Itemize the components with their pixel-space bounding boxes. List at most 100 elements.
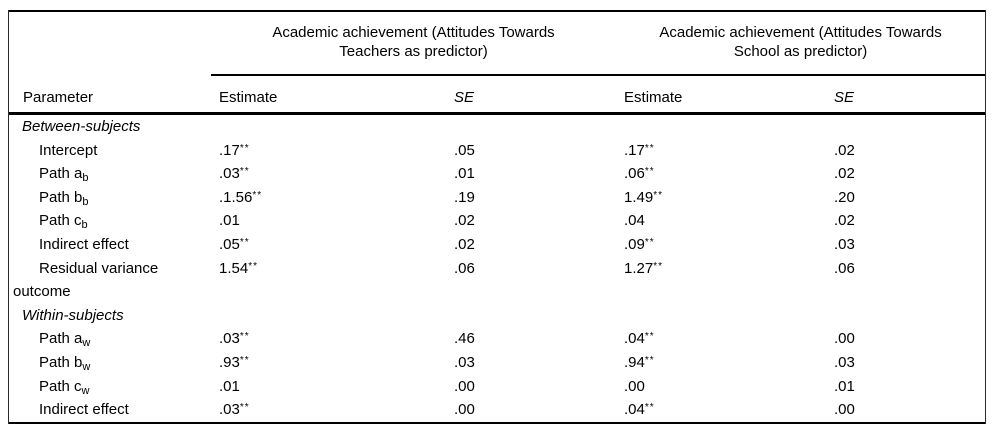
parameter-cell: Path aw [39, 330, 91, 350]
empty-cell [446, 114, 616, 139]
parameter-subscript: b [81, 219, 88, 232]
empty-cell [446, 280, 616, 304]
table-row-path-c-between: Path cb .01 .02 .04 .02 [9, 209, 985, 233]
se-cell-teachers: .02 [454, 212, 475, 230]
se-column-header-school: SE [826, 75, 986, 115]
group-title-line1: Academic achievement (Attitudes Towards [272, 24, 555, 41]
estimate-cell-teachers: .01 [219, 212, 240, 230]
estimate-cell-school: 1.27** [624, 259, 664, 277]
significance-marker: ** [239, 166, 250, 178]
se-cell-teachers: .19 [454, 188, 475, 206]
estimate-column-header-school: Estimate [616, 75, 827, 115]
parameter-subscript: w [82, 337, 91, 350]
se-cell-teachers: .00 [454, 377, 475, 395]
estimate-cell-teachers: .03** [219, 401, 250, 419]
empty-cell [826, 304, 985, 328]
estimate-cell-school: .17** [624, 141, 655, 159]
table-row-intercept: Intercept .17** .05 .17** .02 [9, 139, 985, 163]
empty-cell [616, 114, 826, 139]
se-column-header-teachers: SE [446, 75, 617, 115]
table-row-path-b-between: Path bb .1.56** .19 1.49** .20 [9, 186, 985, 210]
parameter-cell: Path bw [39, 353, 91, 373]
group-header-teachers: Academic achievement (Attitudes Towards … [211, 11, 617, 76]
table-row-indirect-effect-between: Indirect effect .05** .02 .09** .03 [9, 233, 985, 257]
estimate-cell-school: .94** [624, 353, 655, 371]
table-row-outcome-continuation: outcome [9, 280, 985, 304]
estimate-cell-school: .04 [624, 212, 645, 230]
parameter-subscript: b [82, 172, 89, 185]
parameter-wrap-label: outcome [13, 283, 71, 301]
significance-marker: ** [239, 354, 250, 366]
empty-cell [826, 280, 985, 304]
estimate-cell-school: .06** [624, 165, 655, 183]
significance-marker: ** [653, 189, 664, 201]
estimate-cell-teachers: .1.56** [219, 188, 263, 206]
empty-cell [211, 304, 446, 328]
empty-cell [446, 304, 616, 328]
significance-marker: ** [239, 236, 250, 248]
estimate-cell-school: .04** [624, 330, 655, 348]
significance-marker: ** [644, 236, 655, 248]
significance-marker: ** [239, 142, 250, 154]
parameter-cell: Path cw [39, 377, 90, 397]
estimate-cell-teachers: 1.54** [219, 259, 258, 277]
significance-marker: ** [239, 331, 250, 343]
se-cell-school: .01 [834, 377, 855, 395]
significance-marker: ** [653, 260, 664, 272]
significance-marker: ** [644, 354, 655, 366]
column-header-row: Parameter Estimate SE Estimate SE [9, 75, 986, 115]
se-cell-teachers: .00 [454, 401, 475, 419]
empty-cell [616, 280, 826, 304]
empty-cell [211, 280, 446, 304]
spanner-header-row: Academic achievement (Attitudes Towards … [9, 11, 986, 76]
se-cell-teachers: .46 [454, 330, 475, 348]
parameter-cell: Indirect effect [39, 235, 129, 253]
empty-cell [826, 114, 985, 139]
table-row-residual-variance: Residual variance 1.54** .06 1.27** .06 [9, 257, 985, 281]
estimate-cell-teachers: .05** [219, 235, 250, 253]
group-title-line2: Teachers as predictor) [339, 43, 488, 60]
significance-marker: ** [644, 142, 655, 154]
estimate-cell-teachers: .03** [219, 330, 250, 348]
parameter-cell: Residual variance [39, 259, 159, 277]
parameter-cell: Indirect effect [39, 401, 129, 419]
se-cell-school: .02 [834, 141, 855, 159]
estimate-cell-teachers: .01 [219, 377, 240, 395]
significance-marker: ** [644, 402, 655, 414]
se-cell-school: .03 [834, 353, 855, 371]
parameter-cell: Intercept [39, 141, 98, 159]
parameter-estimates-table: Academic achievement (Attitudes Towards … [9, 10, 986, 424]
parameter-subscript: b [82, 195, 89, 208]
table-row-path-c-within: Path cw .01 .00 .00 .01 [9, 375, 985, 399]
estimate-cell-teachers: .17** [219, 141, 250, 159]
estimate-cell-teachers: .93** [219, 353, 250, 371]
estimate-cell-teachers: .03** [219, 165, 250, 183]
estimate-column-header-teachers: Estimate [211, 75, 446, 115]
empty-cell [211, 114, 446, 139]
section-label: Between-subjects [22, 118, 141, 135]
se-cell-school: .20 [834, 188, 855, 206]
section-label: Within-subjects [22, 306, 124, 324]
se-cell-school: .02 [834, 165, 855, 183]
results-table-container: Academic achievement (Attitudes Towards … [8, 10, 986, 424]
section-row-within-subjects: Within-subjects [9, 304, 985, 328]
se-cell-teachers: .03 [454, 353, 475, 371]
significance-marker: ** [644, 331, 655, 343]
table-row-path-b-within: Path bw .93** .03 .94** .03 [9, 351, 985, 375]
parameter-column-header: Parameter [9, 75, 211, 115]
se-cell-school: .03 [834, 235, 855, 253]
table-row-indirect-effect-within: Indirect effect .03** .00 .04** .00 [9, 398, 985, 423]
table-row-path-a-within: Path aw .03** .46 .04** .00 [9, 327, 985, 351]
parameter-subscript: w [82, 360, 91, 373]
se-cell-teachers: .01 [454, 165, 475, 183]
estimate-cell-school: 1.49** [624, 188, 664, 206]
estimate-cell-school: .09** [624, 235, 655, 253]
se-cell-school: .00 [834, 401, 855, 419]
parameter-cell: Path cb [39, 212, 88, 232]
significance-marker: ** [644, 166, 655, 178]
table-row-path-a-between: Path ab .03** .01 .06** .02 [9, 162, 985, 186]
estimate-cell-school: .04** [624, 401, 655, 419]
se-cell-teachers: .06 [454, 259, 475, 277]
se-cell-school: .06 [834, 259, 855, 277]
group-title-line1: Academic achievement (Attitudes Towards [659, 24, 942, 41]
